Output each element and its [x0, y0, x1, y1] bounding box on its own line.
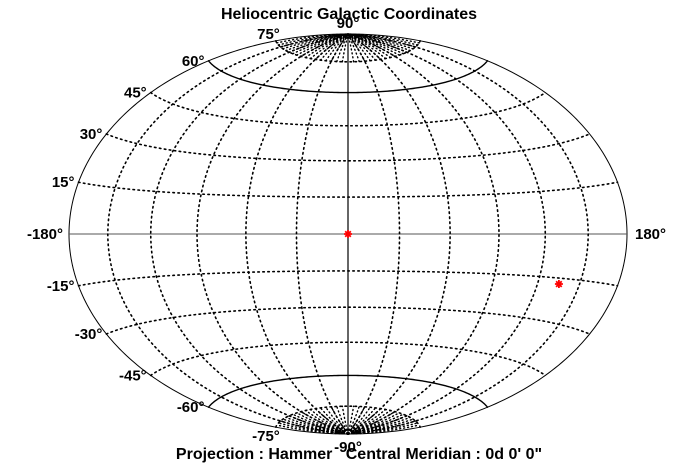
polar-meridian-line [319, 33, 349, 61]
coordinate-labels: 90° 75° 60° 45° 30° 15° -15° -30° -45° -60° -75° -9… [27, 15, 666, 456]
polar-meridian-line [347, 406, 371, 435]
meridian-line-120 [347, 33, 547, 435]
latitude-label: 60° [182, 53, 205, 70]
polar-meridian-line [347, 424, 420, 435]
latitude-label: 45° [124, 85, 147, 102]
polar-meridian-line [347, 33, 377, 61]
polar-meridian-line [347, 33, 360, 63]
polar-meridian-line [314, 407, 349, 435]
meridian-line-150 [347, 33, 590, 435]
meridian-line-30 [347, 33, 401, 435]
polar-meridian-line [319, 407, 349, 435]
polar-meridian-line [347, 412, 400, 435]
polar-meridian-line [330, 33, 349, 62]
polar-meridian-line [285, 416, 349, 435]
latitude-label: 15° [52, 174, 75, 191]
latitude-label: -75° [252, 428, 280, 445]
polar-meridian-line [347, 405, 360, 435]
polar-meridian-line [330, 406, 349, 435]
polar-meridian-line [347, 33, 419, 46]
longitude-label: -180° [27, 226, 63, 243]
parallel-line--45 [149, 341, 547, 377]
polar-meridian-line [336, 33, 349, 63]
plotted-point [344, 230, 352, 238]
polar-meridian-line [347, 33, 420, 44]
plotted-points [344, 230, 563, 289]
plotted-point [554, 280, 563, 289]
polar-meridian-line [347, 33, 396, 58]
polar-meridian-line [276, 33, 349, 44]
polar-meridian-line [347, 33, 400, 56]
map-title: Heliocentric Galactic Coordinates [221, 6, 477, 23]
meridian-line--150 [106, 33, 349, 435]
latitude-label: 75° [257, 26, 280, 43]
meridian-line-90 [347, 33, 500, 435]
latitude-label: 30° [80, 126, 103, 143]
polar-meridian-line [314, 33, 349, 61]
polar-meridian-line [279, 33, 349, 48]
latitude-label: -45° [119, 367, 147, 384]
polar-meridian-line [285, 33, 349, 52]
meridian-line--90 [196, 33, 349, 435]
latitude-label: 90° [337, 15, 360, 32]
polar-meridian-line [347, 415, 408, 435]
polar-meridian-line [309, 408, 349, 435]
latitude-label: -60° [177, 399, 205, 416]
meridian-line--30 [295, 33, 349, 435]
latitude-label: -30° [75, 326, 103, 343]
parallel-line--60 [207, 374, 489, 408]
polar-meridian-line [341, 33, 349, 63]
polar-meridian-line [347, 416, 411, 435]
graticule [68, 33, 628, 435]
polar-meridian-line [347, 33, 371, 62]
polar-meridian-line [347, 33, 382, 61]
polar-meridian-line [336, 405, 349, 435]
polar-meridian-line [325, 33, 349, 62]
polar-meridian-line [325, 406, 349, 435]
polar-meridian-line [347, 407, 377, 435]
polar-meridian-line [347, 33, 366, 62]
meridian-line-60 [347, 33, 451, 435]
longitude-label: 180° [635, 226, 666, 243]
polar-meridian-line [347, 33, 417, 48]
meridian-line--120 [149, 33, 349, 435]
parallel-line-45 [149, 91, 547, 127]
polar-meridian-line [309, 33, 349, 60]
polar-meridian-line [347, 406, 366, 435]
polar-meridian-line [296, 412, 349, 435]
polar-meridian-line [347, 33, 355, 63]
polar-meridian-line [288, 415, 349, 435]
polar-meridian-line [347, 405, 355, 435]
latitude-label: -90° [334, 439, 362, 456]
polar-meridian-line [300, 33, 349, 58]
polar-meridian-line [292, 413, 349, 435]
polar-meridian-line [277, 33, 349, 46]
polar-meridian-line [347, 413, 404, 435]
polar-meridian-line [347, 407, 382, 435]
meridian-line--60 [245, 33, 349, 435]
projection-caption: Projection : Hammer Central Meridian : 0… [176, 446, 542, 463]
polar-meridian-line [341, 405, 349, 435]
polar-meridian-line [296, 33, 349, 56]
latitude-label: -15° [47, 278, 75, 295]
